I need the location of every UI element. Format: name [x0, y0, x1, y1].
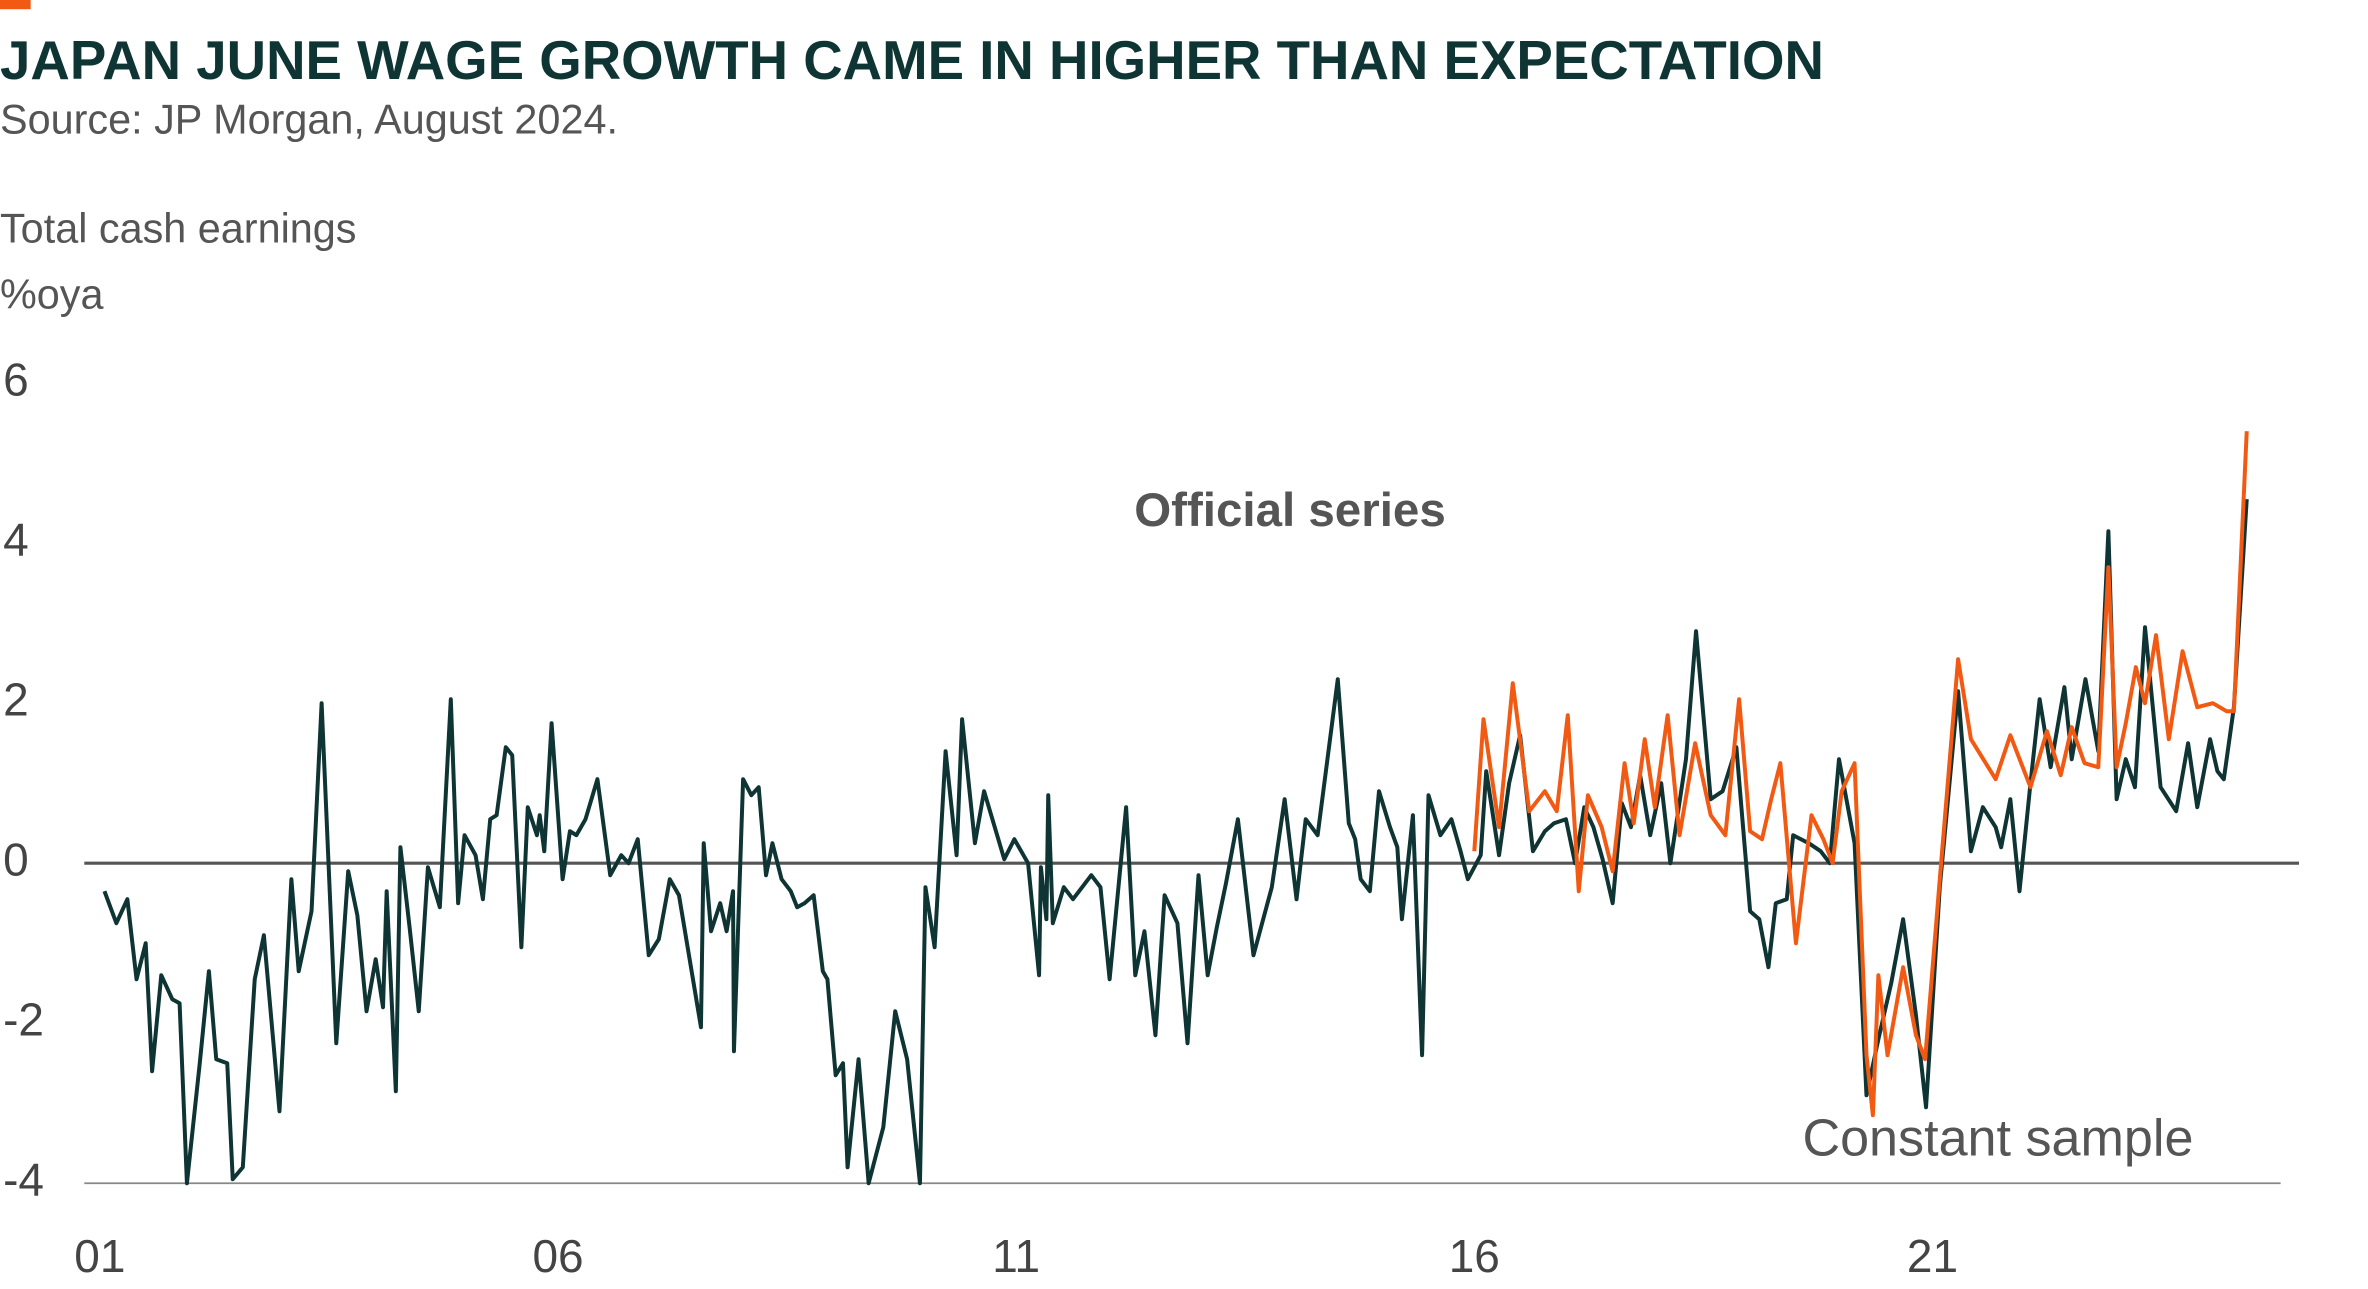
y-axis-unit: %oya — [0, 271, 104, 317]
x-tick-label: 11 — [992, 1230, 1040, 1282]
chart-title: JAPAN JUNE WAGE GROWTH CAME IN HIGHER TH… — [0, 29, 1824, 91]
annotation: Constant sample — [1802, 1110, 2193, 1168]
y-tick-label: 0 — [3, 833, 29, 885]
x-tick-label: 16 — [1449, 1230, 1500, 1282]
annotation: Official series — [1134, 484, 1446, 537]
line-series — [1472, 431, 2249, 1118]
y-tick-label: -2 — [3, 993, 44, 1045]
x-tick-label: 21 — [1907, 1230, 1958, 1282]
y-tick-label: -4 — [3, 1153, 44, 1205]
x-tick-label: 01 — [74, 1230, 125, 1282]
accent-bar — [0, 0, 31, 10]
y-tick-label: 2 — [3, 673, 29, 725]
y-tick-label: 6 — [3, 353, 29, 405]
y-tick-label: 4 — [3, 513, 29, 565]
line-series — [102, 499, 2249, 1186]
chart-subtitle: Source: JP Morgan, August 2024. — [0, 97, 618, 143]
y-axis-label: Total cash earnings — [0, 205, 357, 251]
x-tick-label: 06 — [532, 1230, 583, 1282]
